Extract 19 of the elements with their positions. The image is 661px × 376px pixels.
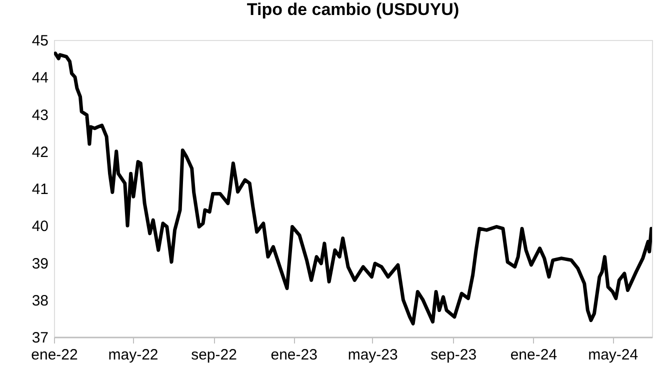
chart-title: Tipo de cambio (USDUYU) [246,0,460,19]
x-tick-label: ene-23 [270,346,318,364]
x-tick-label: sep-23 [430,346,477,364]
line-series [54,52,652,326]
y-tick-label: 44 [32,70,48,87]
x-tick-label: may-22 [108,346,158,364]
x-tick-label: sep-22 [191,346,237,364]
y-tick-label: 38 [32,292,48,310]
y-tick-label: 45 [32,32,48,50]
y-tick-label: 40 [32,218,48,236]
x-tick-label: may-24 [588,346,638,364]
y-tick-label: 37 [32,330,48,346]
x-tick-label: ene-24 [510,346,558,364]
y-tick-label: 39 [32,255,48,272]
y-tick-label: 41 [32,181,48,198]
y-tick-label: 42 [32,144,48,161]
y-tick-label: 43 [32,106,48,124]
x-tick-label: may-23 [348,346,398,364]
x-tick-label: ene-22 [31,346,78,364]
